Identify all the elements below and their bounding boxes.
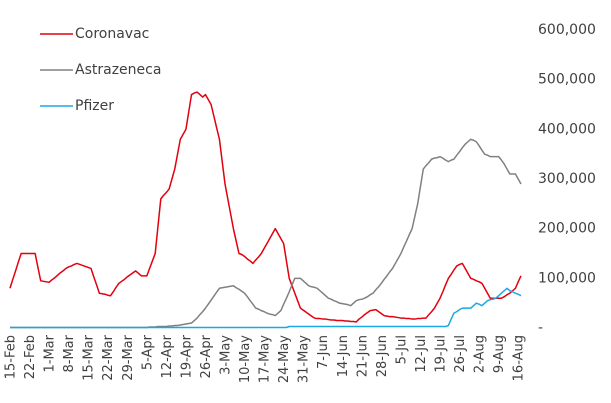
series-line (10, 287, 522, 329)
y-tick-label: 200,000 (538, 221, 596, 237)
x-tick-label: 3-May (219, 335, 234, 375)
x-tick-label: 29-Mar (121, 334, 136, 380)
x-tick-label: 17-May (258, 335, 273, 383)
y-tick-label: 500,000 (538, 72, 596, 88)
x-tick-label: 16-Aug (512, 335, 527, 381)
legend-label: Pfizer (75, 98, 114, 114)
x-tick-label: 15-Mar (82, 334, 97, 380)
x-tick-label: 8-Mar (62, 334, 77, 372)
x-tick-label: 26-Jul (453, 335, 468, 373)
x-tick-label: 19-Jul (434, 335, 449, 373)
x-tick-label: 19-Apr (179, 334, 194, 378)
x-tick-label: 21-Jun (355, 335, 370, 377)
x-tick-label: 7-Jun (316, 335, 331, 369)
x-tick-label: 12-Apr (160, 334, 175, 378)
y-tick-label: 600,000 (538, 22, 596, 38)
legend-label: Coronavac (75, 26, 149, 42)
x-tick-label: 24-May (277, 335, 292, 383)
x-tick-label: 28-Jun (375, 335, 390, 377)
x-tick-label: 9-Aug (492, 335, 507, 373)
x-tick-label: 2-Aug (473, 335, 488, 373)
x-tick-label: 12-Jul (414, 335, 429, 373)
x-tick-label: 22-Mar (101, 334, 116, 380)
x-tick-label: 15-Feb (4, 335, 19, 379)
x-tick-label: 5-Jul (394, 335, 409, 364)
y-tick-label: - (538, 320, 543, 336)
y-tick-label: 300,000 (538, 171, 596, 187)
x-tick-label: 26-Apr (199, 334, 214, 378)
x-tick-label: 22-Feb (23, 335, 38, 379)
y-tick-label: 400,000 (538, 121, 596, 137)
series-line (10, 138, 522, 329)
x-tick-label: 14-Jun (336, 335, 351, 377)
series-line (9, 91, 522, 323)
x-tick-label: 5-Apr (140, 334, 155, 370)
y-tick-label: 100,000 (538, 270, 596, 286)
x-tick-label: 31-May (297, 335, 312, 383)
legend-label: Astrazeneca (75, 62, 161, 78)
x-tick-label: 1-Mar (43, 334, 58, 372)
x-tick-label: 10-May (238, 335, 253, 383)
